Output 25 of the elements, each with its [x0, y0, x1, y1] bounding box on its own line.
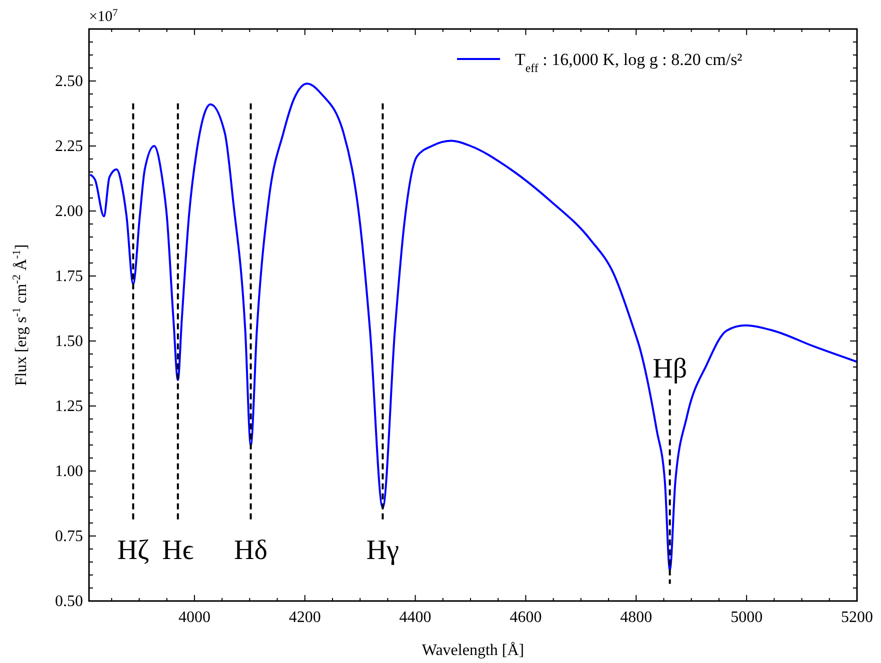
x-tick-label: 4200: [288, 609, 321, 626]
x-tick-label: 4400: [399, 609, 432, 626]
x-tick-label: 4000: [178, 609, 210, 626]
x-tick-label: 5000: [730, 609, 763, 626]
y-tick-label: 1.25: [55, 398, 83, 415]
y-tick-label: 1.00: [55, 463, 83, 480]
ref-line-label: Hδ: [234, 534, 268, 566]
text: ×10$^{7}$: [89, 8, 118, 25]
y-tick-label: 1.50: [55, 333, 83, 350]
y-tick-label: 2.25: [55, 138, 83, 155]
ref-line-label: Hϵ: [162, 534, 194, 566]
line-series: [89, 82, 858, 571]
x-axis-title: Wavelength [Å]: [422, 641, 524, 659]
ref-line-label: Hγ: [366, 534, 400, 566]
y-tick-label: 2.50: [55, 73, 83, 90]
y-tick-label: 2.00: [55, 203, 83, 220]
y-tick-label: 0.50: [55, 593, 83, 610]
ref-line-label: Hβ: [652, 353, 688, 384]
x-tick-label: 5200: [841, 609, 873, 626]
y-tick-label: 0.75: [55, 528, 83, 545]
ref-line-label: Hζ: [117, 534, 150, 566]
legend-label: T$_{eff}$ : 16,000 K, log g : 8.20 cm/s²: [515, 50, 742, 75]
x-tick-label: 4800: [620, 609, 652, 626]
x-tick-label: 4600: [510, 609, 542, 626]
y-tick-label: 1.75: [55, 268, 83, 285]
